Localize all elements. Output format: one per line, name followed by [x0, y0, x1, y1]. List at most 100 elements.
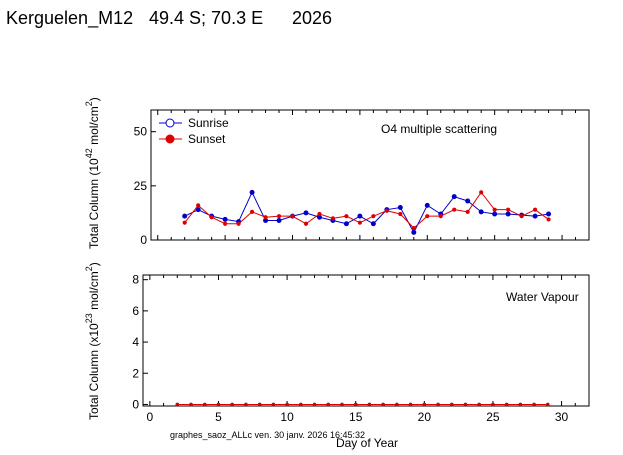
- sunset-point: [479, 190, 484, 195]
- x-tick-label: 20: [418, 410, 432, 424]
- sunset-point: [330, 216, 336, 221]
- sunset-point: [175, 402, 180, 407]
- sunrise-point: [195, 207, 201, 213]
- sunset-point: [506, 207, 511, 212]
- sunrise-point: [424, 202, 430, 208]
- x-tick-label: 10: [280, 410, 294, 424]
- sunset-point: [203, 402, 207, 407]
- wv-ylabel-prefix: Total Column (x10: [87, 323, 101, 420]
- sunset-point: [450, 402, 454, 407]
- sunset-point: [276, 214, 282, 219]
- o4-series: [182, 189, 552, 235]
- sunset-point: [504, 402, 509, 407]
- y-tick-label: 4: [132, 335, 139, 349]
- sunset-point: [189, 402, 193, 407]
- sunset-point: [477, 402, 481, 407]
- o4-plot-frame: [150, 109, 590, 241]
- sunset-point: [422, 402, 427, 407]
- sunset-point: [367, 402, 372, 407]
- y-tick-label: 8: [132, 273, 139, 287]
- sunrise-point: [303, 210, 309, 216]
- sunset-series-line: [184, 191, 549, 229]
- legend-sunset-label: Sunset: [188, 132, 226, 146]
- sunset-point: [299, 402, 303, 407]
- sunrise-point: [370, 221, 376, 227]
- wv-y-axis-label: Total Column (x1023 mol/cm2): [84, 262, 101, 420]
- sunrise-point: [505, 211, 511, 217]
- sunset-point: [436, 402, 440, 407]
- wv-ylabel-exp: 23: [84, 313, 94, 323]
- sunset-point: [285, 402, 289, 407]
- station-name: Kerguelen_M12: [6, 8, 133, 29]
- x-tick-label: 5: [215, 410, 222, 424]
- y-tick-label: 6: [132, 304, 139, 318]
- sunset-point: [317, 211, 322, 217]
- o4-y-axis-label: Total Column (1042 mol/cm2): [84, 97, 101, 249]
- x-tick-label: 30: [555, 410, 569, 424]
- sunrise-point: [478, 209, 484, 215]
- o4-annotation: O4 multiple scattering: [381, 122, 497, 136]
- sunset-point: [236, 221, 241, 226]
- legend: Sunrise Sunset: [159, 116, 229, 146]
- legend-sunrise-label: Sunrise: [188, 116, 229, 130]
- sunset-point: [491, 402, 495, 407]
- wv-ylabel-exp2: 2: [84, 266, 94, 271]
- sunrise-point: [492, 211, 498, 217]
- sunset-point: [463, 402, 468, 407]
- sunset-point: [357, 220, 362, 225]
- y-tick-label: 50: [134, 125, 148, 139]
- o4-ylabel-exp: 42: [84, 148, 94, 158]
- o4-ylabel-unit: mol/cm: [87, 106, 101, 148]
- sunset-point: [465, 209, 470, 214]
- o4-ylabel-exp2: 2: [84, 101, 94, 106]
- station-coords: 49.4 S; 70.3 E: [149, 8, 263, 28]
- station-year: 2026: [292, 8, 332, 28]
- sunset-point: [182, 220, 187, 225]
- sunset-point: [257, 402, 262, 407]
- sunset-point: [326, 402, 330, 407]
- x-tick-label: 25: [486, 410, 500, 424]
- sunset-point: [546, 217, 551, 222]
- wv-ylabel-close: ): [87, 262, 101, 266]
- sunset-point: [519, 214, 524, 219]
- sunset-point: [249, 209, 255, 214]
- sunset-point: [408, 402, 413, 407]
- wv-annotation: Water Vapour: [506, 290, 579, 304]
- sunrise-point: [222, 216, 228, 222]
- o4-ylabel-prefix: Total Column (10: [87, 158, 101, 249]
- sunrise-point: [546, 211, 552, 217]
- wv-ylabel-unit: mol/cm: [87, 271, 101, 313]
- wv-plot-frame: [142, 274, 590, 407]
- sunset-point: [216, 402, 221, 407]
- sunset-point: [438, 214, 443, 219]
- wv-x-tick-labels: 0 5 10 15 20 25 30: [147, 410, 569, 424]
- footer-note: graphes_saoz_ALLc ven. 30 janv. 2026 16:…: [170, 430, 365, 440]
- sunset-point: [271, 402, 276, 407]
- sunset-point: [340, 402, 344, 407]
- sunset-point: [452, 207, 457, 212]
- sunset-point: [381, 402, 385, 407]
- sunrise-point: [411, 229, 417, 235]
- sunset-point: [425, 214, 430, 219]
- o4-y-tick-labels: 0 25 50: [134, 125, 148, 247]
- sunset-point: [395, 402, 399, 407]
- sunset-point: [196, 203, 201, 208]
- sunrise-point: [276, 218, 282, 223]
- sunset-point: [546, 402, 550, 407]
- sunrise-point: [343, 221, 349, 227]
- sunset-point: [209, 215, 214, 220]
- sunset-point: [312, 402, 317, 407]
- sunrise-point: [357, 213, 363, 219]
- water-vapour-panel: 0 2 4 6 8 0 5 10 15 20 25 30 Water Vapour Total Co…: [84, 262, 590, 450]
- sunset-point: [384, 208, 389, 213]
- sunrise-point: [182, 213, 188, 219]
- sunset-point: [492, 207, 497, 212]
- sunrise-point: [532, 213, 538, 219]
- x-tick-label: 0: [147, 410, 154, 424]
- sunrise-point: [451, 194, 457, 200]
- y-tick-label: 25: [134, 179, 148, 193]
- x-tick-label: 15: [349, 410, 363, 424]
- o4-ylabel-close: ): [87, 97, 101, 101]
- sunrise-point: [397, 205, 403, 210]
